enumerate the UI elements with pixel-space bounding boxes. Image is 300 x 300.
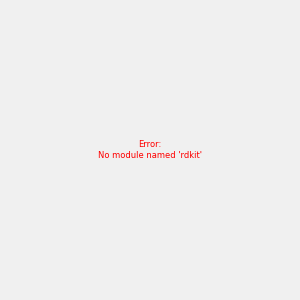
Text: Error:
No module named 'rdkit': Error: No module named 'rdkit'	[98, 140, 202, 160]
